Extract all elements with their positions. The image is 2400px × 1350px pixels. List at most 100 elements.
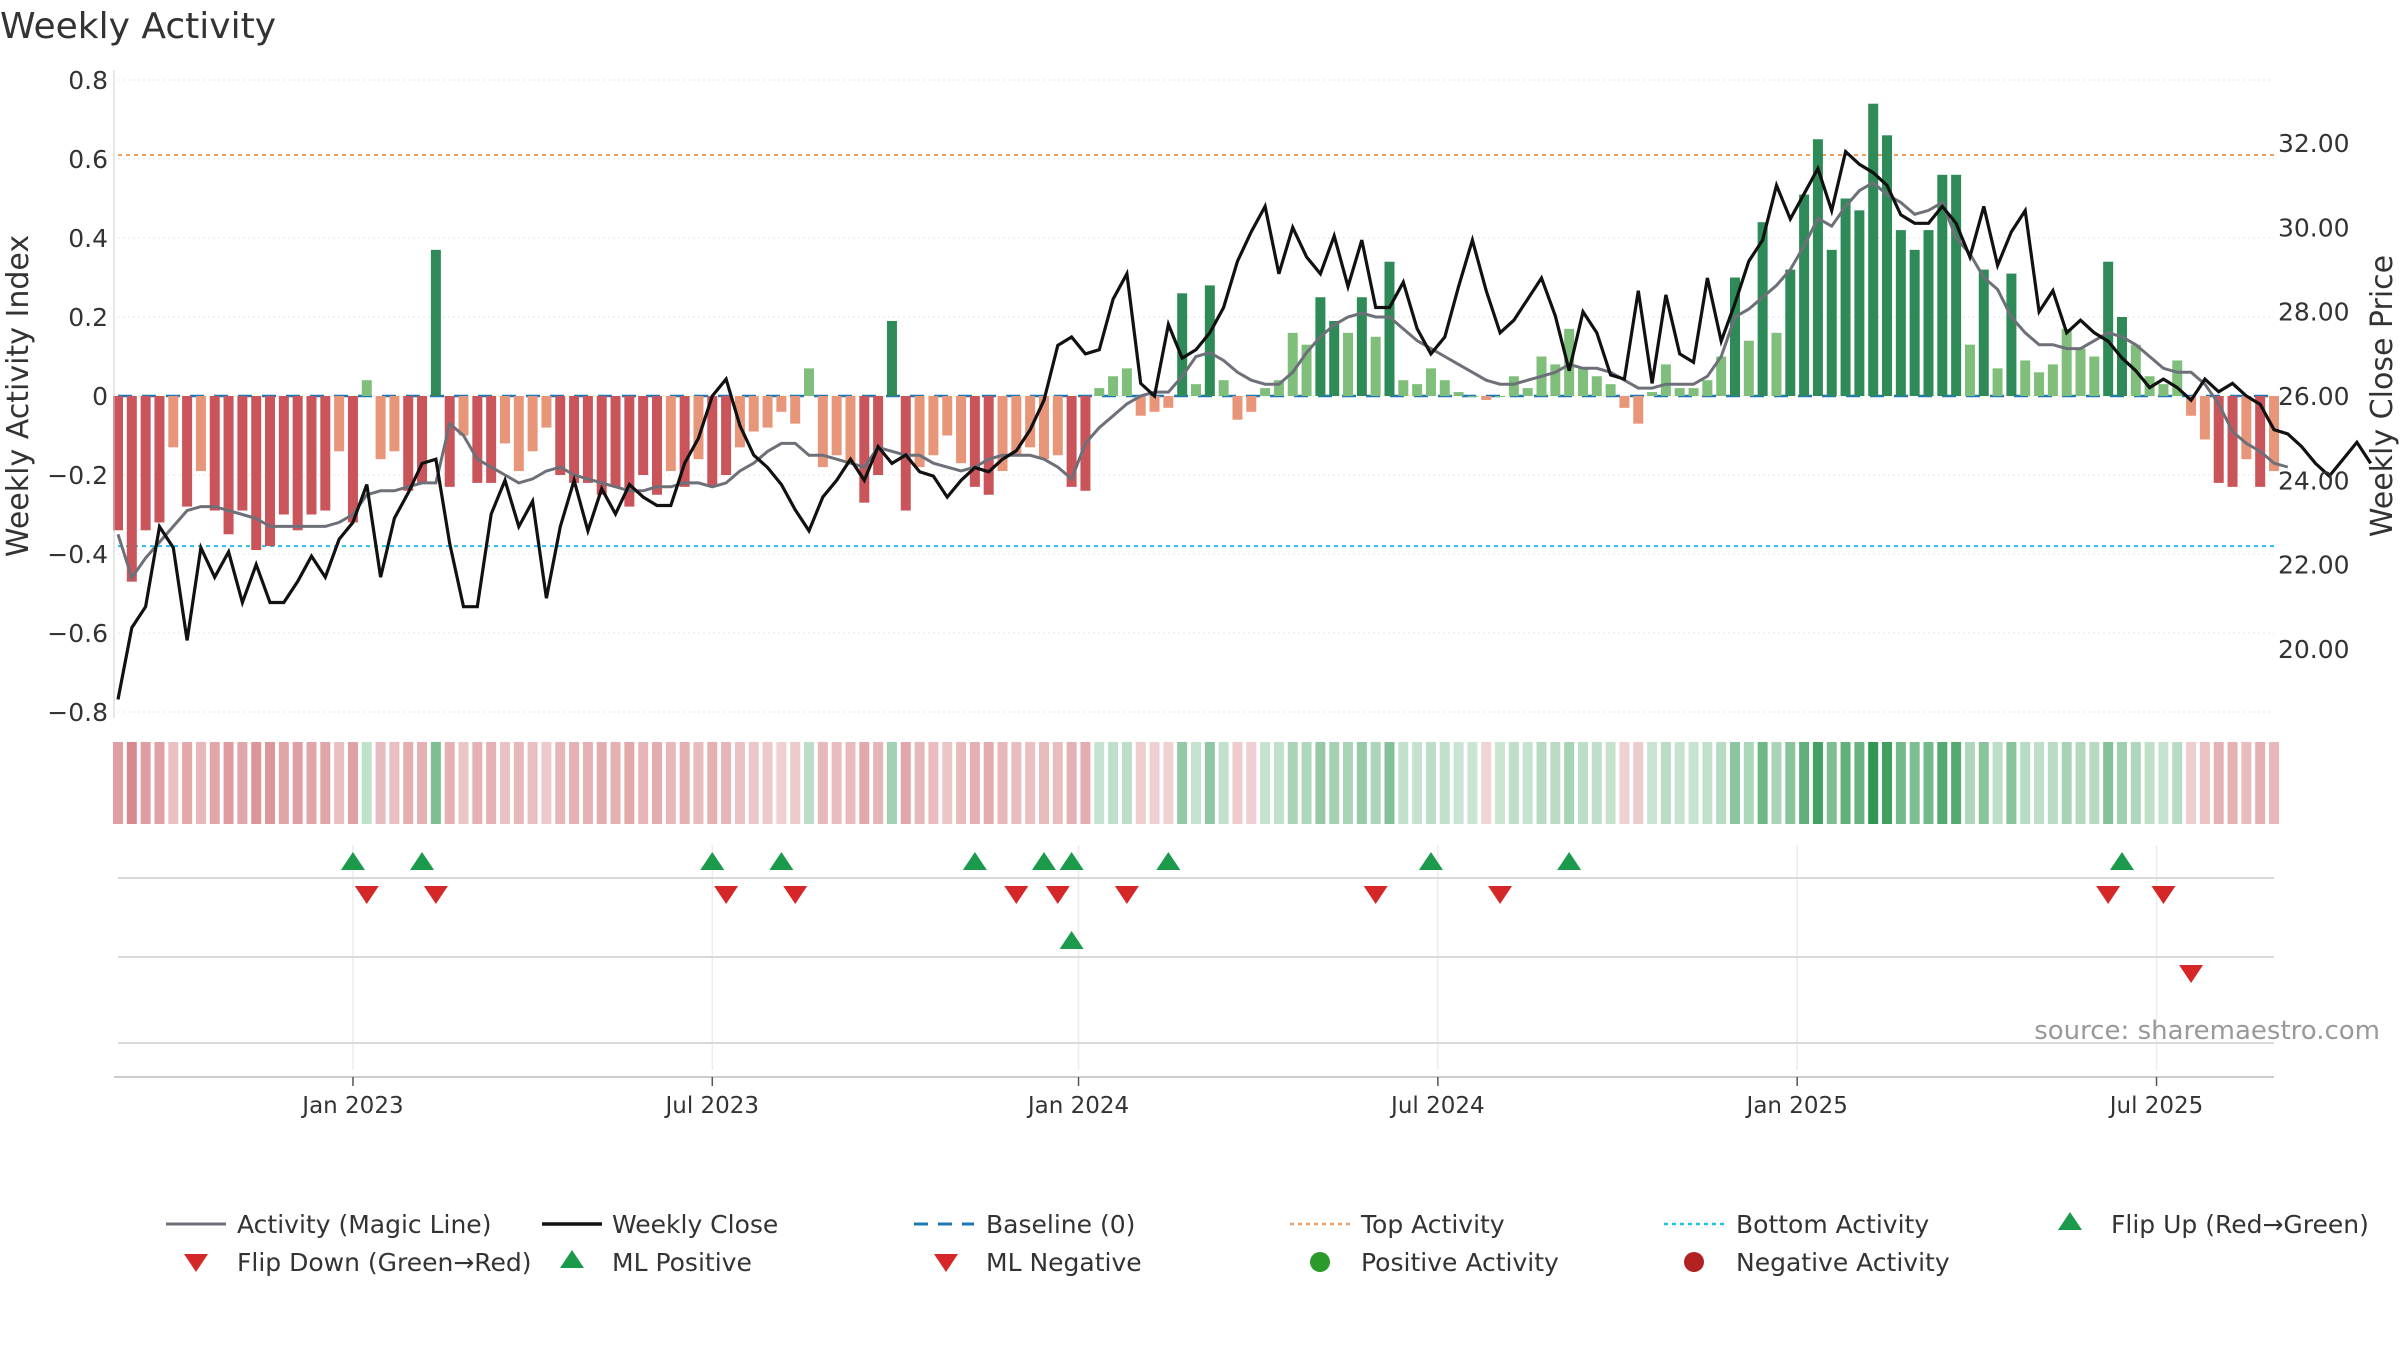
activity-bar [1315,297,1326,396]
series-lines [116,148,2373,700]
heat-strip-cell [2227,742,2238,824]
activity-bar [1108,376,1119,396]
flip-up-marker [700,852,725,870]
heat-strip-cell [541,742,552,824]
activity-bar [804,368,815,396]
activity-bar [914,396,925,468]
heat-strip-cell [1094,742,1105,824]
y-axis-right: 32.00 30.00 28.00 26.00 24.00 22.00 20.00 [2278,129,2350,664]
activity-bar [1412,384,1423,396]
y-tick-label-left: 0.6 [68,145,108,174]
activity-bar [2061,328,2072,396]
heat-strip-cell [113,742,123,824]
heat-strip-cell [1191,742,1201,824]
y-tick-label-left: 0.4 [68,224,108,253]
activity-bar [223,396,234,535]
heat-strip-cell [2255,742,2266,824]
activity-bar [1633,396,1644,424]
heat-strip-cell [458,742,469,824]
heat-strip-cell [472,742,483,824]
flip-down-marker [1114,886,1139,904]
legend-label-baseline: Baseline (0) [986,1210,1135,1239]
heat-strip-cell [1260,742,1271,824]
activity-bar [1619,396,1630,408]
magic-line-series [116,180,2289,582]
y-tick-label-left: −0.8 [47,698,108,727]
x-axis: Jan 2023 Jul 2023 Jan 2024 Jul 2024 Jan 2025… [114,1076,2274,1119]
heat-strip-cell [1356,742,1367,824]
heat-strip-cell [430,742,441,824]
heat-strip-cell [1467,742,1478,824]
heat-strip-cell [1605,742,1616,824]
activity-bar [1743,340,1754,396]
heat-strip-cell [734,742,745,824]
activity-bar [817,396,828,468]
activity-bar [1882,135,1893,397]
heat-strip-cell [1882,742,1893,824]
legend-swatch-negative-activity [1684,1252,1704,1272]
flip-down-marker [1488,886,1513,904]
legend-label-ml-negative: ML Negative [986,1248,1142,1277]
activity-bar [2158,384,2169,396]
heat-strip-cell [1495,742,1506,824]
heat-strip-cell [693,742,704,824]
heat-strip-cell [679,742,690,824]
heat-strip-cell [265,742,276,824]
y-tick-label-right: 24.00 [2278,466,2350,495]
ml-positive-marker [1059,931,1084,949]
activity-bar [1273,380,1284,396]
heat-strip-cell [1619,742,1630,824]
heat-strip-cell [1343,742,1354,824]
heat-strip-cell [1895,742,1906,824]
heat-strip-cell [1329,742,1340,824]
heat-strip-cell [638,742,649,824]
activity-bar [707,396,718,487]
heat-strip-cell [1218,742,1229,824]
activity-bar [1647,392,1658,396]
heat-strip-cell [817,742,828,824]
activity-bar [1260,388,1271,396]
activity-bar [555,396,566,475]
heat-strip-cell [762,742,773,824]
heat-strip-cell [900,742,911,824]
activity-bars [113,103,2279,582]
legend-label-negative-activity: Negative Activity [1736,1248,1950,1277]
activity-bar [1301,344,1312,396]
activity-bar [1163,396,1174,408]
activity-bar [347,396,358,523]
flip-up-marker [962,852,987,870]
activity-bar [2034,372,2045,396]
activity-bar [2103,261,2114,396]
legend-item-positive-activity: Positive Activity [1310,1248,1559,1277]
activity-bar [1978,269,1989,396]
activity-bar [1121,368,1132,396]
activity-bar [2006,273,2017,396]
activity-bar [278,396,289,515]
flip-down-marker [1004,886,1029,904]
heat-strip-cell [1384,742,1395,824]
heat-strip-cell [1536,742,1547,824]
heat-strip-cell [513,742,524,824]
heat-strip-cell [1757,742,1768,824]
heat-strip-cell [1840,742,1851,824]
activity-bar [1495,396,1506,397]
flip-up-marker [1156,852,1181,870]
heat-strip-cell [1287,742,1298,824]
y-tick-label-right: 30.00 [2278,213,2350,242]
flip-down-marker [2151,886,2176,904]
heat-strip-cell [1080,742,1091,824]
heat-strip-cell [2034,742,2045,824]
heat-strip-cell [278,742,289,824]
heat-strip-cell [1522,742,1533,824]
activity-bar [1923,230,1934,396]
legend-swatch-positive-activity [1310,1252,1330,1272]
heat-strip-cell [1508,742,1519,824]
heat-strip-cell [2006,742,2017,824]
heat-strip-cell [223,742,234,824]
activity-bar [1025,396,1036,448]
heat-strip-cell [1481,742,1492,824]
activity-bar [168,396,179,448]
heat-strip-cell [306,742,317,824]
y-tick-label-right: 20.00 [2278,635,2350,664]
